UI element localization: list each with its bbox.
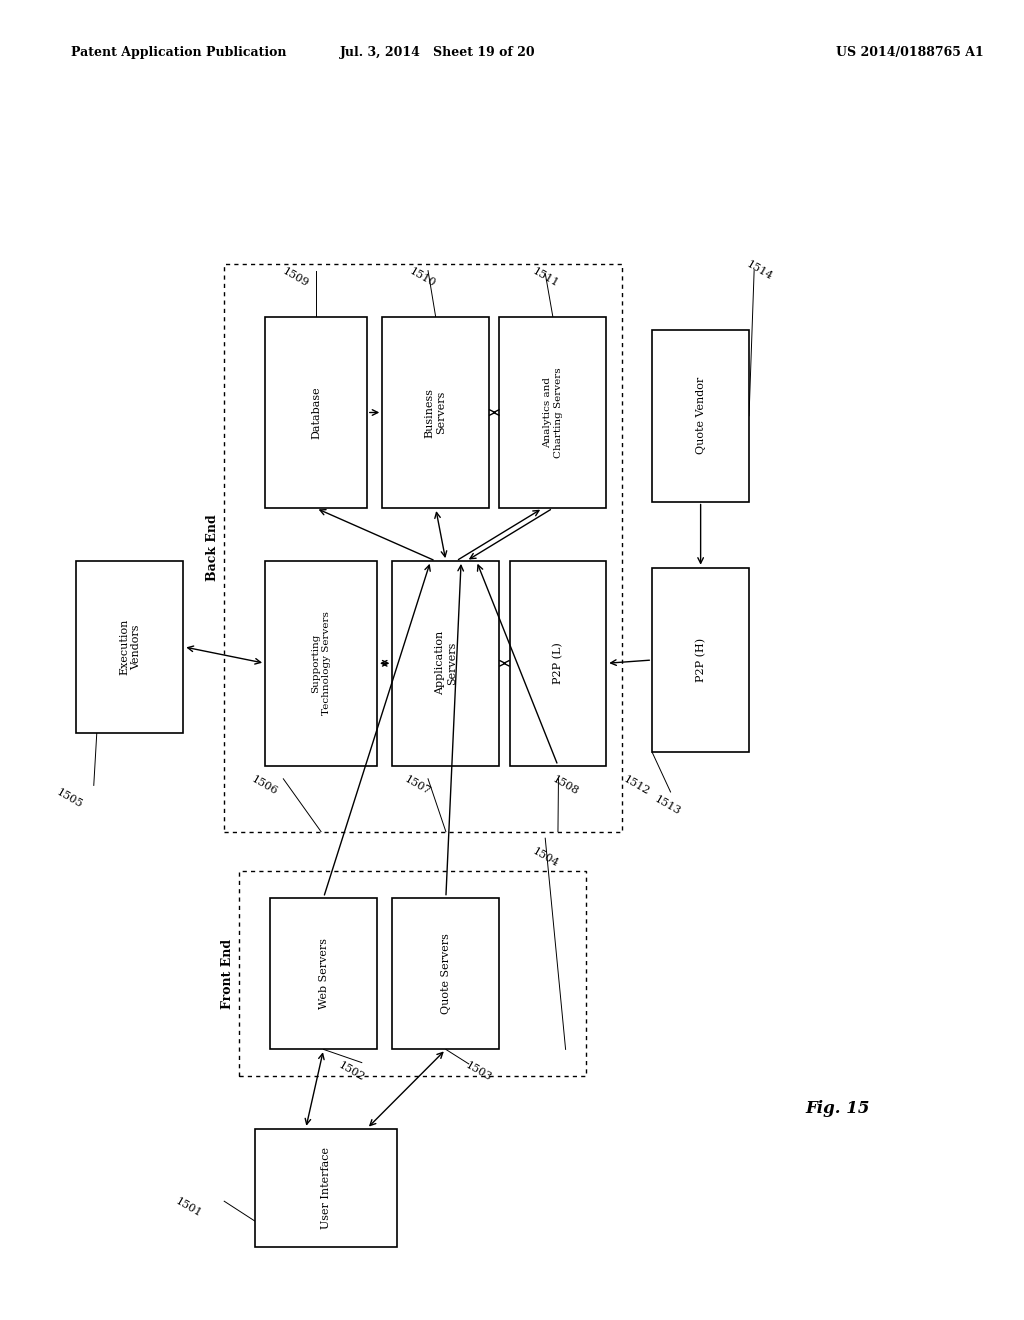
FancyBboxPatch shape xyxy=(500,317,606,508)
FancyBboxPatch shape xyxy=(265,317,367,508)
Text: Front End: Front End xyxy=(221,939,234,1008)
Text: 1504: 1504 xyxy=(530,846,560,870)
Text: 1514: 1514 xyxy=(744,259,774,282)
Text: US 2014/0188765 A1: US 2014/0188765 A1 xyxy=(836,46,983,59)
Text: User Interface: User Interface xyxy=(322,1147,331,1229)
Text: Fig. 15: Fig. 15 xyxy=(805,1101,869,1117)
Text: 1509: 1509 xyxy=(281,265,310,289)
FancyBboxPatch shape xyxy=(392,898,500,1049)
FancyBboxPatch shape xyxy=(77,561,183,733)
FancyBboxPatch shape xyxy=(510,561,606,766)
Text: 1501: 1501 xyxy=(174,1196,204,1220)
Text: 1511: 1511 xyxy=(530,265,560,289)
Text: Business
Servers: Business Servers xyxy=(425,388,446,437)
Text: Analytics and
Charting Servers: Analytics and Charting Servers xyxy=(543,367,562,458)
Text: Application
Servers: Application Servers xyxy=(435,631,457,696)
Text: Patent Application Publication: Patent Application Publication xyxy=(72,46,287,59)
Text: Quote Servers: Quote Servers xyxy=(441,933,451,1014)
Text: 1506: 1506 xyxy=(250,774,280,797)
FancyBboxPatch shape xyxy=(382,317,489,508)
Text: 1502: 1502 xyxy=(337,1060,367,1084)
Text: 1505: 1505 xyxy=(54,787,84,810)
Text: 1512: 1512 xyxy=(623,774,652,797)
Text: P2P (H): P2P (H) xyxy=(695,638,706,682)
Text: 1507: 1507 xyxy=(403,774,432,797)
Text: Database: Database xyxy=(311,387,321,438)
Text: Execution
Vendors: Execution Vendors xyxy=(119,619,140,675)
Text: 1513: 1513 xyxy=(652,793,682,817)
Text: P2P (L): P2P (L) xyxy=(553,643,563,684)
FancyBboxPatch shape xyxy=(652,330,749,502)
Text: Supporting
Technology Servers: Supporting Technology Servers xyxy=(311,611,331,715)
Text: Back End: Back End xyxy=(206,515,219,581)
FancyBboxPatch shape xyxy=(255,1129,397,1247)
FancyBboxPatch shape xyxy=(392,561,500,766)
FancyBboxPatch shape xyxy=(270,898,377,1049)
Text: 1510: 1510 xyxy=(409,265,438,289)
Text: 1503: 1503 xyxy=(464,1060,494,1084)
Text: Jul. 3, 2014   Sheet 19 of 20: Jul. 3, 2014 Sheet 19 of 20 xyxy=(340,46,536,59)
Text: 1508: 1508 xyxy=(551,774,581,797)
Text: Quote Vendor: Quote Vendor xyxy=(695,378,706,454)
Text: Web Servers: Web Servers xyxy=(318,939,329,1008)
FancyBboxPatch shape xyxy=(265,561,377,766)
FancyBboxPatch shape xyxy=(652,568,749,752)
